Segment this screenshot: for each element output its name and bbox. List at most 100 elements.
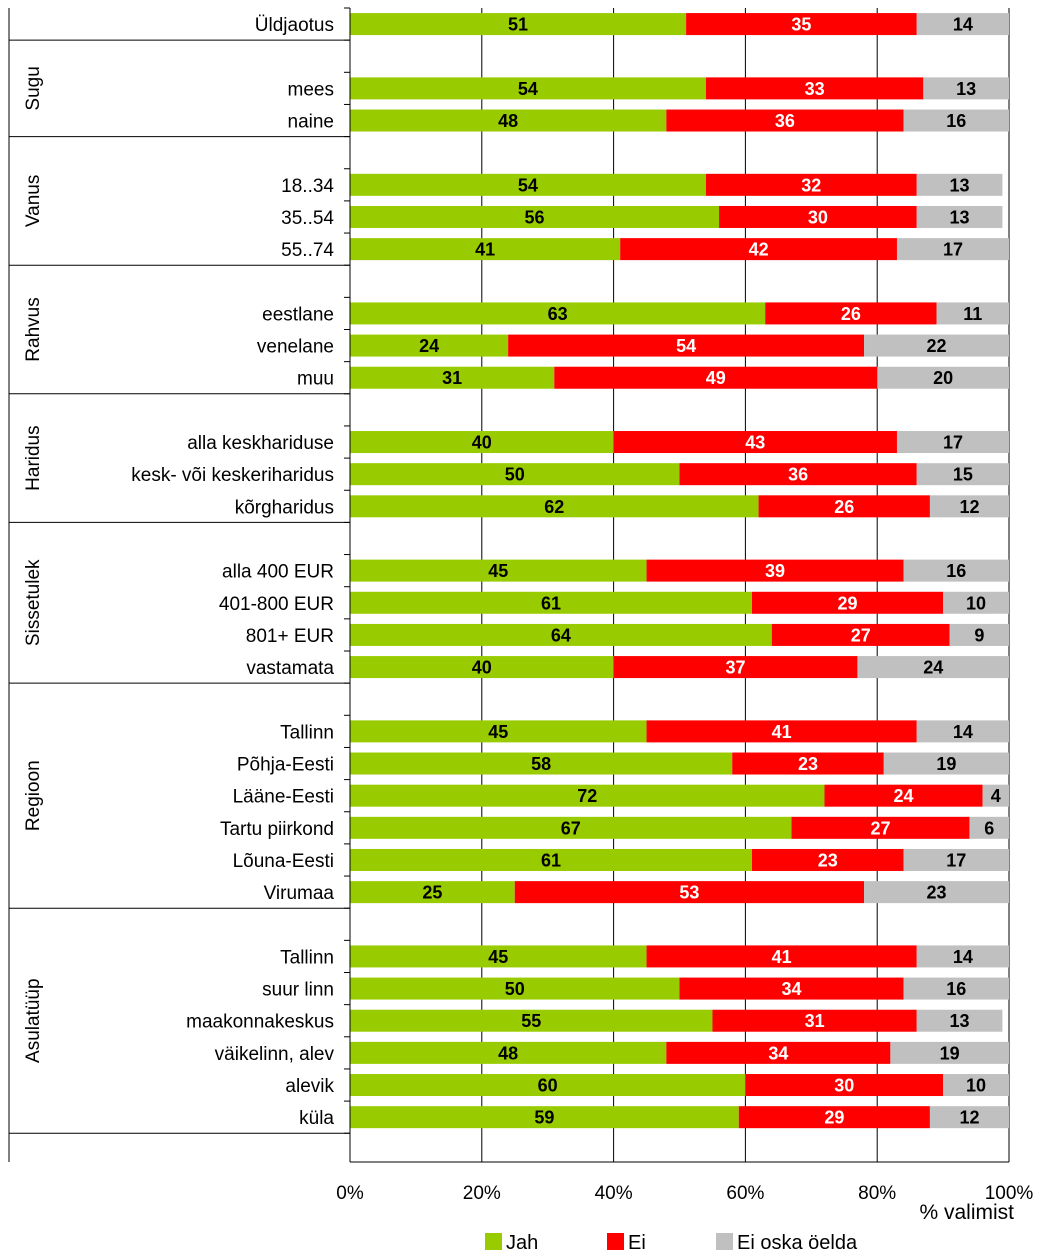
bar-segment-ei: [771, 623, 950, 646]
category-label: Lõuna-Eesti: [233, 851, 334, 872]
bar-segment-ei: [705, 77, 924, 100]
category-label: vastamata: [246, 658, 334, 679]
bar-segment-ei: [751, 848, 904, 871]
category-label: alla keskhariduse: [187, 433, 334, 454]
data-label: 37: [725, 658, 745, 678]
bar-segment-ei: [751, 591, 944, 614]
data-label: 22: [926, 336, 946, 356]
data-label: 62: [544, 497, 564, 517]
data-label: 29: [838, 593, 858, 613]
bar-segment-ei: [613, 656, 858, 679]
data-label: 27: [870, 818, 890, 838]
bar-segment-ei: [554, 366, 878, 389]
data-label: 48: [498, 111, 518, 131]
legend-swatch: [607, 1233, 624, 1250]
data-label: 63: [548, 304, 568, 324]
bar-segment-ei: [666, 109, 904, 132]
data-label: 61: [541, 850, 561, 870]
bar-segment-ei-oska-öelda: [982, 784, 1009, 807]
category-label: alla 400 EUR: [222, 562, 334, 583]
category-label: Tallinn: [280, 722, 334, 743]
bar-segment-jah: [350, 816, 792, 839]
labels-layer: 51 35 14 54 33 13 48 36 16 54 32 13 56 30 13 41 42 17 63 26…: [419, 15, 1001, 1128]
bar-segment-ei: [712, 1009, 917, 1032]
group-label: Vanus: [23, 175, 44, 227]
x-tick-label: 80%: [858, 1183, 896, 1204]
x-tick-label: 20%: [463, 1183, 501, 1204]
data-label: 25: [422, 883, 442, 903]
bar-segment-ei: [666, 1041, 891, 1064]
category-label: Virumaa: [264, 883, 335, 904]
category-label: suur linn: [262, 980, 334, 1001]
bar-segment-ei-oska-öelda: [936, 302, 1009, 325]
data-label: 54: [518, 79, 538, 99]
category-label: 35..54: [281, 208, 334, 229]
data-label: 33: [805, 79, 825, 99]
bar-segment-jah: [350, 752, 733, 775]
data-label: 17: [943, 240, 963, 260]
data-label: 20: [933, 368, 953, 388]
legend-label: Ei: [628, 1232, 646, 1254]
bar-segment-ei-oska-öelda: [916, 173, 1003, 196]
category-label: mees: [288, 79, 334, 100]
data-label: 41: [772, 947, 792, 967]
bar-segment-jah: [350, 302, 766, 325]
data-label: 59: [534, 1108, 554, 1128]
bar-segment-ei: [758, 495, 930, 518]
bar-segment-ei-oska-öelda: [916, 13, 1009, 36]
category-label: küla: [299, 1108, 334, 1129]
data-label: 45: [488, 561, 508, 581]
data-label: 29: [824, 1108, 844, 1128]
data-label: 24: [894, 786, 914, 806]
data-label: 15: [953, 465, 973, 485]
data-label: 43: [745, 433, 765, 453]
data-label: 67: [561, 818, 581, 838]
bar-segment-ei-oska-öelda: [916, 720, 1009, 743]
data-label: 55: [521, 1011, 541, 1031]
legend-label: Jah: [506, 1232, 538, 1254]
axis-layer: 0% 20% 40% 60% 80% 100% Üldjaotus mees naine Sugu…: [8, 7, 1033, 1204]
data-label: 10: [966, 593, 986, 613]
data-label: 27: [851, 625, 871, 645]
data-label: 23: [926, 883, 946, 903]
bar-segment-jah: [350, 1106, 739, 1129]
bar-segment-jah: [350, 366, 555, 389]
bar-segment-ei: [508, 334, 865, 357]
data-label: 13: [950, 175, 970, 195]
bar-segment-ei-oska-öelda: [903, 977, 1009, 1000]
data-label: 26: [841, 304, 861, 324]
data-label: 16: [946, 111, 966, 131]
bar-segment-ei: [620, 238, 897, 261]
bar-segment-ei-oska-öelda: [903, 109, 1009, 132]
data-label: 41: [772, 722, 792, 742]
data-label: 45: [488, 947, 508, 967]
bar-segment-ei: [646, 559, 904, 582]
category-label: kõrgharidus: [235, 497, 334, 518]
bar-segment-jah: [350, 334, 509, 357]
data-label: 56: [525, 207, 545, 227]
bar-segment-ei: [745, 1074, 944, 1097]
bar-segment-jah: [350, 848, 752, 871]
data-label: 34: [782, 979, 802, 999]
bar-segment-ei-oska-öelda: [857, 656, 1009, 679]
bar-segment-jah: [350, 205, 720, 228]
bar-segment-jah: [350, 623, 772, 646]
x-tick-label: 60%: [726, 1183, 764, 1204]
legend-swatch: [485, 1233, 502, 1250]
bar-segment-ei: [765, 302, 937, 325]
bar-segment-ei: [732, 752, 884, 775]
data-label: 12: [959, 497, 979, 517]
data-label: 17: [943, 433, 963, 453]
legend-label: Ei oska öelda: [737, 1232, 858, 1254]
data-label: 23: [818, 850, 838, 870]
group-label: Haridus: [23, 425, 44, 490]
data-label: 54: [518, 175, 538, 195]
bar-segment-jah: [350, 1041, 667, 1064]
bar-segment-ei-oska-öelda: [877, 366, 1009, 389]
data-label: 13: [950, 1011, 970, 1031]
data-label: 10: [966, 1076, 986, 1096]
data-label: 24: [419, 336, 439, 356]
bar-segment-jah: [350, 945, 647, 968]
data-label: 14: [953, 15, 973, 35]
